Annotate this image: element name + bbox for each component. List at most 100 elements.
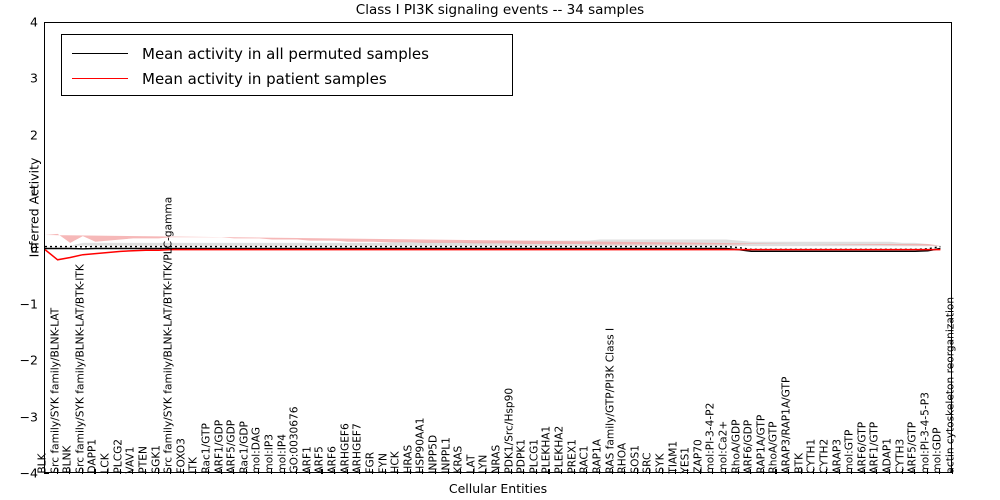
x-tick-label: CYTH2 bbox=[818, 439, 831, 474]
x-tick-mark bbox=[926, 469, 928, 474]
x-tick-mark bbox=[346, 469, 348, 474]
x-tick-label: NRAS bbox=[490, 445, 503, 474]
x-tick-label: ARF5/GTP bbox=[906, 422, 919, 474]
x-tick-mark bbox=[321, 469, 323, 474]
x-tick-label: Rac1/GDP bbox=[238, 421, 251, 474]
x-tick-mark bbox=[813, 469, 815, 474]
legend-swatch-patient bbox=[72, 78, 128, 79]
patient-mean-line bbox=[45, 248, 941, 261]
x-tick-label: actin cytoskeleton reorganization bbox=[944, 297, 957, 474]
x-tick-label: FYN bbox=[376, 453, 389, 475]
x-tick-mark bbox=[674, 469, 676, 474]
legend-label-patient: Mean activity in patient samples bbox=[142, 69, 387, 88]
y-tick-label: 4 bbox=[30, 14, 38, 30]
x-tick-mark bbox=[737, 469, 739, 474]
x-tick-mark bbox=[271, 469, 273, 474]
x-tick-label: ARF1/GTP bbox=[868, 422, 881, 474]
x-tick-label: mol:Ca2+ bbox=[717, 421, 730, 474]
x-tick-label: VAV1 bbox=[124, 446, 137, 474]
x-tick-mark bbox=[472, 469, 474, 474]
x-tick-mark bbox=[359, 469, 361, 474]
x-tick-mark bbox=[422, 469, 424, 474]
x-tick-mark bbox=[132, 469, 134, 474]
x-tick-label: RhoA/GTP bbox=[767, 421, 780, 474]
x-tick-label: Src family/SYK family/BLNK-LAT/BTK-ITK bbox=[74, 264, 87, 474]
x-tick-mark bbox=[308, 469, 310, 474]
x-tick-mark bbox=[611, 469, 613, 474]
x-tick-label: LAT bbox=[465, 454, 478, 474]
x-tick-mark bbox=[699, 469, 701, 474]
x-tick-mark bbox=[434, 469, 437, 474]
legend-entry-patient: Mean activity in patient samples bbox=[72, 66, 502, 91]
x-tick-label: RAC1 bbox=[578, 445, 591, 474]
x-tick-mark bbox=[56, 469, 58, 474]
x-tick-mark bbox=[371, 469, 373, 474]
x-tick-label: ARAP3/RAP1A/GTP bbox=[780, 377, 793, 474]
x-tick-mark bbox=[535, 469, 537, 474]
y-tick-label: −2 bbox=[19, 352, 38, 368]
x-tick-mark bbox=[800, 469, 802, 474]
x-tick-label: ARF5/GDP bbox=[225, 420, 238, 474]
x-tick-label: ARF6/GDP bbox=[742, 420, 755, 474]
x-tick-label: HSP90AA1 bbox=[414, 417, 427, 474]
x-tick-label: ARF1/GDP bbox=[212, 420, 225, 474]
plot-area bbox=[44, 22, 952, 473]
legend-entry-permuted: Mean activity in all permuted samples bbox=[72, 41, 502, 66]
x-tick-mark bbox=[901, 469, 903, 474]
x-tick-mark bbox=[460, 469, 462, 474]
x-tick-label: SGK1 bbox=[149, 445, 162, 474]
x-tick-mark bbox=[851, 469, 853, 474]
x-tick-label: ARF6/GTP bbox=[856, 422, 869, 474]
x-tick-label: RhoA/GDP bbox=[730, 419, 743, 474]
x-tick-label: RAS family/GTP/PI3K Class I bbox=[603, 328, 616, 474]
x-tick-mark bbox=[81, 469, 83, 474]
x-tick-mark bbox=[245, 469, 247, 474]
x-tick-mark bbox=[485, 469, 487, 474]
y-tick-label: 0 bbox=[30, 240, 38, 255]
x-tick-label: HCK bbox=[389, 451, 402, 474]
x-tick-label: PLCG1 bbox=[528, 439, 541, 474]
x-tick-mark bbox=[750, 469, 752, 474]
x-tick-mark bbox=[863, 469, 865, 474]
x-tick-label: PTEN bbox=[137, 446, 150, 474]
x-tick-label: LYN bbox=[477, 455, 490, 474]
permuted-mean-line bbox=[45, 247, 941, 253]
x-tick-label: Rac1/GTP bbox=[200, 423, 213, 474]
y-tick-mark bbox=[44, 473, 49, 475]
x-tick-label: mol:PI-3-4-P2 bbox=[704, 403, 717, 474]
x-tick-label: mol:DAG bbox=[250, 427, 263, 474]
x-tick-mark bbox=[182, 469, 184, 474]
plot-svg bbox=[45, 233, 941, 261]
chart-title: Class I PI3K signaling events -- 34 samp… bbox=[355, 2, 645, 18]
legend-label-permuted: Mean activity in all permuted samples bbox=[142, 44, 429, 63]
y-tick-label: 3 bbox=[30, 70, 38, 86]
x-tick-mark bbox=[157, 469, 159, 474]
x-tick-label: DAPP1 bbox=[86, 439, 99, 474]
x-tick-mark bbox=[283, 469, 285, 474]
x-tick-label: ARF1 bbox=[301, 446, 314, 474]
x-tick-label: ADAP1 bbox=[881, 438, 894, 474]
x-tick-mark bbox=[384, 469, 386, 474]
x-tick-mark bbox=[661, 469, 664, 474]
x-tick-label: ARAP3 bbox=[830, 439, 843, 474]
x-tick-mark bbox=[296, 469, 298, 474]
x-tick-mark bbox=[258, 469, 260, 474]
x-tick-label: mol:IP3 bbox=[263, 434, 276, 474]
x-tick-label: ZAP70 bbox=[692, 439, 705, 474]
x-tick-mark bbox=[624, 469, 626, 474]
x-tick-label: mol:PI-3-4-5-P3 bbox=[919, 392, 932, 474]
x-tick-label: mol:IP4 bbox=[276, 434, 289, 474]
x-tick-label: mol:GTP bbox=[843, 429, 856, 474]
x-tick-mark bbox=[144, 469, 146, 474]
y-tick-label: −4 bbox=[19, 465, 38, 481]
x-tick-label: FGR bbox=[364, 452, 377, 474]
x-tick-label: PDPK1 bbox=[515, 439, 528, 474]
x-tick-mark bbox=[44, 469, 46, 474]
x-tick-mark bbox=[914, 469, 916, 474]
x-tick-label: ARF6 bbox=[326, 446, 339, 474]
x-tick-label: ITK bbox=[187, 457, 200, 474]
x-tick-mark bbox=[838, 469, 840, 474]
x-tick-label: Src family/SYK family/BLNK-LAT bbox=[49, 308, 62, 474]
y-tick-label: −3 bbox=[19, 409, 38, 425]
